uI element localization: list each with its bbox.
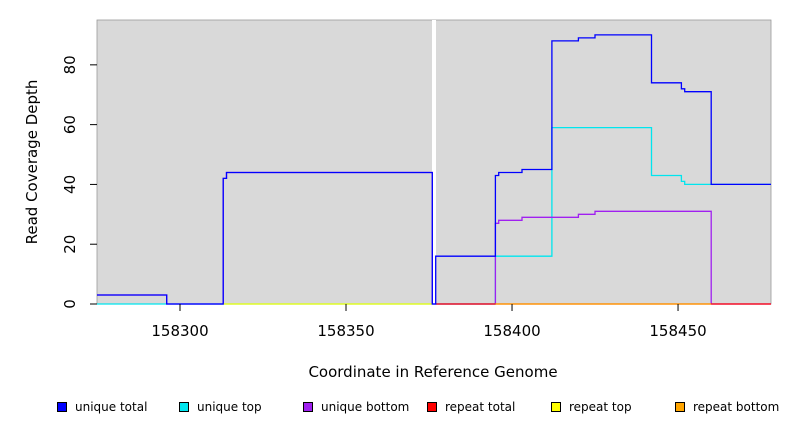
series-unique-total: [97, 34, 771, 305]
legend-swatch: [551, 402, 561, 412]
axes: 158300 158350 158400 158450 0 20 40 60 80: [61, 55, 707, 340]
x-tick-label: 158300: [151, 322, 208, 340]
x-tick-label: 158450: [649, 322, 706, 340]
legend-swatch: [57, 402, 67, 412]
y-axis-title: Read Coverage Depth: [23, 80, 41, 245]
legend-label: unique bottom: [321, 400, 410, 414]
legend-item-repeat-top: repeat top: [551, 400, 632, 414]
legend-item-repeat-bottom: repeat bottom: [675, 400, 779, 414]
y-tick-label: 40: [61, 175, 79, 194]
x-axis-title: Coordinate in Reference Genome: [308, 363, 557, 381]
legend-label: unique total: [75, 400, 148, 414]
legend-swatch: [303, 402, 313, 412]
legend-item-unique-bottom: unique bottom: [303, 400, 409, 414]
legend-label: repeat total: [445, 400, 516, 414]
x-tick-label: 158400: [483, 322, 540, 340]
legend-swatch: [427, 402, 437, 412]
legend-item-unique-top: unique top: [179, 400, 262, 414]
legend: unique total unique top unique bottom repea…: [0, 400, 792, 420]
legend-swatch: [179, 402, 189, 412]
x-tick-label: 158350: [317, 322, 374, 340]
y-tick-label: 60: [61, 115, 79, 134]
legend-label: repeat top: [569, 400, 632, 414]
legend-label: unique top: [197, 400, 262, 414]
y-tick-label: 80: [61, 55, 79, 74]
y-tick-label: 20: [61, 235, 79, 254]
legend-item-repeat-total: repeat total: [427, 400, 515, 414]
legend-swatch: [675, 402, 685, 412]
plot-area: [96, 19, 772, 305]
y-tick-label: 0: [61, 299, 79, 309]
legend-label: repeat bottom: [693, 400, 780, 414]
legend-item-unique-total: unique total: [57, 400, 147, 414]
series-layer: [97, 34, 771, 305]
